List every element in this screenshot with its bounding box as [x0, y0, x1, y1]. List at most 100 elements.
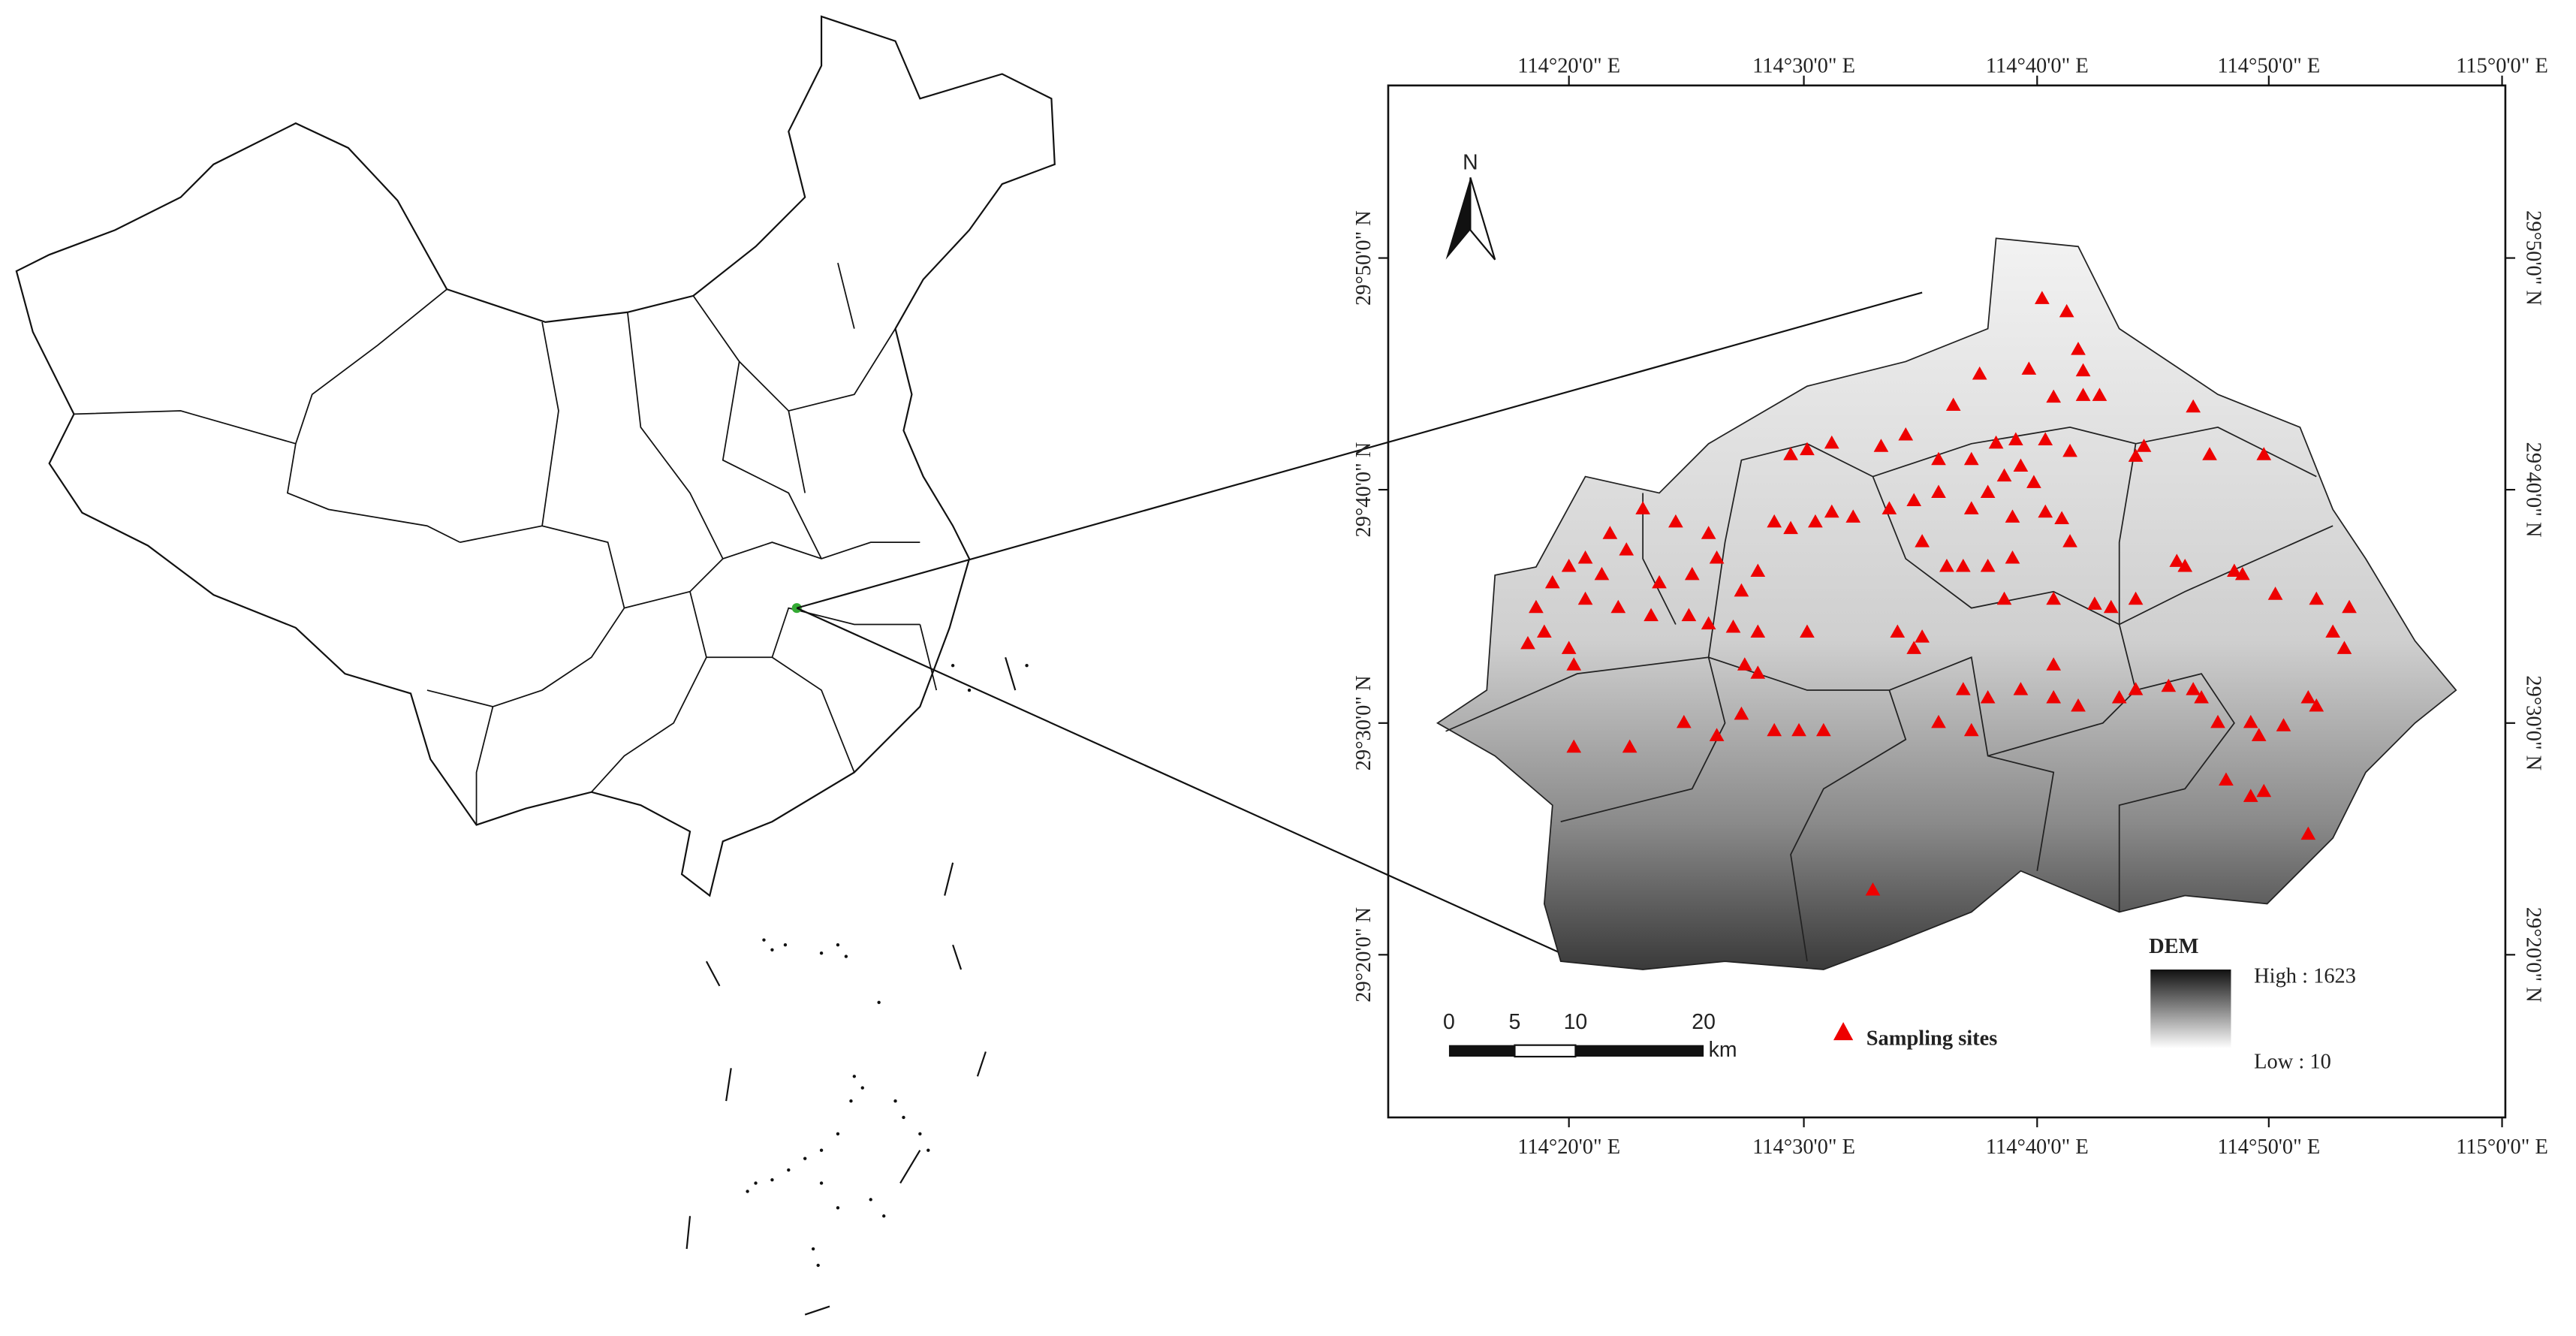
- sampling-site: [1566, 657, 1582, 671]
- dem-title: DEM: [2149, 935, 2199, 958]
- sampling-sites: [1520, 291, 2357, 896]
- sampling-site: [1882, 501, 1897, 514]
- lon-label: 114°20'0" E: [1517, 1135, 1620, 1159]
- province-borders: [74, 262, 938, 825]
- sampling-site: [2005, 509, 2020, 523]
- sampling-site: [2309, 698, 2324, 712]
- lat-label: 29°50'0" N: [1352, 210, 1375, 306]
- sampling-site: [1725, 619, 1741, 633]
- sampling-site: [2092, 388, 2107, 401]
- sampling-site: [2186, 682, 2201, 695]
- lon-label: 114°30'0" E: [1752, 1135, 1855, 1159]
- island: [926, 1148, 930, 1152]
- sampling-site: [1972, 366, 1987, 380]
- lon-label: 114°40'0" E: [1986, 1135, 2089, 1159]
- sampling-site: [1945, 397, 1961, 412]
- island: [770, 1178, 774, 1182]
- sampling-site: [1800, 624, 1815, 638]
- lat-label: 29°20'0" N: [1352, 907, 1375, 1003]
- sampling-site: [1561, 641, 1577, 654]
- sampling-site: [2008, 432, 2023, 446]
- sampling-site: [1931, 714, 1946, 728]
- sampling-site: [1845, 509, 1861, 523]
- sampling-site: [1577, 591, 1593, 605]
- sampling-site: [1800, 442, 1815, 456]
- island: [869, 1198, 872, 1202]
- sampling-site: [1701, 616, 1716, 630]
- sampling-site: [1783, 520, 1798, 535]
- sampling-site: [2177, 558, 2193, 572]
- sampling-site: [1561, 558, 1577, 572]
- lon-label: 114°20'0" E: [1517, 54, 1620, 77]
- lon-label: 114°40'0" E: [1986, 54, 2089, 77]
- island: [819, 1148, 824, 1152]
- sampling-site: [2087, 596, 2102, 610]
- sampling-site: [1980, 484, 1996, 499]
- sampling-site: [2128, 591, 2144, 605]
- sampling-site: [2128, 682, 2144, 695]
- sampling-site: [2075, 388, 2091, 401]
- sampling-site: [1537, 624, 1552, 638]
- sampling-site: [1931, 484, 1946, 499]
- sampling-site: [1622, 739, 1637, 753]
- lat-label: 29°40'0" N: [2521, 442, 2544, 538]
- island: [849, 1099, 853, 1103]
- sampling-site: [1709, 550, 1725, 564]
- sampling-site: [2267, 587, 2283, 600]
- island: [819, 1181, 824, 1185]
- sampling-site: [2035, 291, 2050, 304]
- sampling-site: [1544, 575, 1560, 589]
- sampling-site: [1963, 451, 1979, 466]
- island: [816, 1263, 820, 1268]
- dem-gradient: [2150, 970, 2231, 1049]
- sampling-site: [1783, 447, 1798, 460]
- sampling-site: [2243, 789, 2258, 802]
- lat-label: 29°30'0" N: [2521, 675, 2544, 771]
- scale-label: 0: [1443, 1010, 1455, 1034]
- legend-sites: Sampling sites: [1866, 1027, 1998, 1051]
- scale-unit: km: [1709, 1038, 1737, 1062]
- lon-label: 114°30'0" E: [1752, 54, 1855, 77]
- lon-label: 115°0'0" E: [2456, 54, 2548, 77]
- scale-label: 20: [1692, 1010, 1716, 1034]
- lon-label: 115°0'0" E: [2456, 1135, 2548, 1159]
- sampling-site: [1676, 714, 1692, 728]
- island: [852, 1075, 857, 1078]
- sampling-site: [1520, 635, 1535, 650]
- sampling-site: [2059, 303, 2074, 318]
- north-label: N: [1463, 150, 1478, 174]
- sampling-site: [2210, 714, 2225, 728]
- legend-symbol: [1833, 1022, 1854, 1041]
- sampling-site: [1815, 722, 1831, 737]
- sampling-site: [2136, 439, 2152, 452]
- map-frame: [1387, 84, 2507, 1119]
- lon-label: 114°50'0" E: [2217, 1135, 2320, 1159]
- sampling-site: [2169, 553, 2185, 567]
- island: [967, 688, 972, 692]
- sampling-site: [1709, 728, 1725, 741]
- sampling-site: [2071, 698, 2086, 712]
- sampling-site: [2300, 690, 2316, 704]
- island: [754, 1181, 758, 1185]
- sampling-site: [2256, 447, 2272, 460]
- scale-label: 5: [1509, 1010, 1521, 1034]
- north-arrow: [1469, 177, 1496, 261]
- north-arrow: [1445, 177, 1471, 260]
- sampling-site: [1955, 558, 1971, 572]
- island: [836, 1206, 840, 1210]
- island: [803, 1157, 807, 1160]
- island: [836, 943, 840, 947]
- sampling-site: [1619, 542, 1634, 556]
- sampling-site: [2251, 728, 2267, 741]
- island: [844, 955, 848, 958]
- sampling-site: [1767, 514, 1782, 528]
- sampling-site: [1931, 451, 1946, 466]
- sampling-site: [2103, 599, 2119, 614]
- sampling-site: [2062, 534, 2077, 547]
- sampling-site: [2336, 641, 2352, 654]
- sampling-site: [2202, 447, 2217, 460]
- frame-ticks: [1378, 75, 2516, 1128]
- sampling-site: [1737, 657, 1752, 671]
